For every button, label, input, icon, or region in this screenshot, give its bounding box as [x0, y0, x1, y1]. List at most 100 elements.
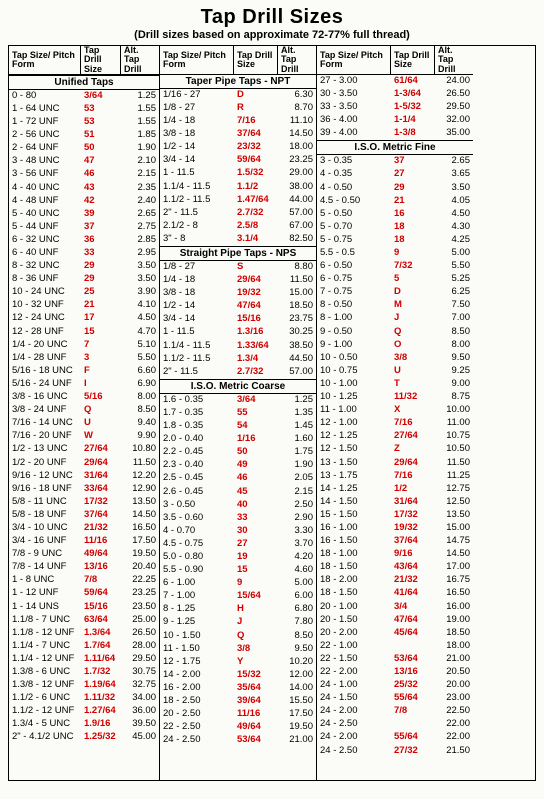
- cell-alt-drill: 9.00: [435, 378, 473, 391]
- cell-alt-drill: 7.80: [278, 617, 316, 630]
- cell-alt-drill: 20.00: [435, 679, 473, 692]
- cell-tap-drill: 33/64: [81, 483, 121, 496]
- cell-alt-drill: 11.50: [121, 457, 159, 470]
- cell-tap-size: 1 - 72 UNF: [9, 116, 81, 129]
- cell-tap-size: 8 - 1.25: [160, 603, 234, 616]
- cell-tap-size: 3" - 8: [160, 233, 234, 246]
- table-row: 20 - 1.5047/6419.00: [317, 614, 473, 627]
- cell-tap-drill: 39/64: [234, 695, 278, 708]
- cell-alt-drill: 30.75: [121, 666, 159, 679]
- table-row: 10 - 0.503/89.50: [317, 352, 473, 365]
- cell-tap-drill: 27/32: [391, 745, 435, 758]
- cell-tap-size: 3/4 - 10 UNC: [9, 522, 81, 535]
- cell-tap-size: 5 - 40 UNC: [9, 208, 81, 221]
- cell-tap-drill: 1.1/2: [234, 181, 278, 194]
- cell-alt-drill: 16.00: [435, 601, 473, 614]
- cell-tap-size: 24 - 2.00: [317, 705, 391, 718]
- cell-tap-size: 3 - 48 UNC: [9, 155, 81, 168]
- cell-alt-drill: 23.75: [278, 314, 316, 327]
- cell-tap-size: 2.0 - 0.40: [160, 433, 234, 446]
- cell-tap-drill: J: [234, 617, 278, 630]
- cell-alt-drill: 3.50: [121, 260, 159, 273]
- cell-tap-size: 2.6 - 0.45: [160, 486, 234, 499]
- cell-tap-drill: 15: [81, 326, 121, 339]
- cell-tap-drill: 25: [81, 286, 121, 299]
- cell-alt-drill: 24.00: [435, 75, 473, 88]
- cell-tap-drill: 19/32: [391, 522, 435, 535]
- table-row: 1/4 - 28 UNF35.50: [9, 352, 159, 365]
- table-row: 3/4 - 1459/6423.25: [160, 154, 316, 167]
- cell-tap-size: 24 - 2.50: [317, 745, 391, 758]
- cell-tap-drill: 45: [234, 486, 278, 499]
- cell-alt-drill: 8.70: [278, 102, 316, 115]
- cell-alt-drill: 14.00: [278, 682, 316, 695]
- cell-tap-size: 1/4 - 18: [160, 274, 234, 287]
- cell-alt-drill: 21.50: [435, 745, 473, 758]
- cell-tap-size: 3 - 0.35: [317, 155, 391, 168]
- cell-tap-drill: 53: [81, 103, 121, 116]
- cell-alt-drill: 12.50: [435, 496, 473, 509]
- cell-alt-drill: 18.00: [278, 141, 316, 154]
- cell-alt-drill: 5.50: [435, 260, 473, 273]
- cell-tap-drill: 5: [391, 273, 435, 286]
- cell-alt-drill: 44.00: [278, 194, 316, 207]
- cell-alt-drill: 4.30: [435, 221, 473, 234]
- cell-alt-drill: 32.75: [121, 679, 159, 692]
- cell-tap-size: 5 - 0.50: [317, 208, 391, 221]
- cell-alt-drill: 2.10: [121, 155, 159, 168]
- cell-tap-size: 3 - 56 UNF: [9, 169, 81, 182]
- table-row: 3/4 - 16 UNF11/1617.50: [9, 535, 159, 548]
- cell-tap-drill: 27/64: [391, 430, 435, 443]
- cell-tap-drill: 59/64: [81, 588, 121, 601]
- cell-alt-drill: 30.25: [278, 327, 316, 340]
- table-row: 9 - 0.50Q8.50: [317, 326, 473, 339]
- cell-alt-drill: 39.50: [121, 719, 159, 732]
- table-row: 5/16 - 18 UNCF6.60: [9, 365, 159, 378]
- table-row: 16 - 2.0035/6414.00: [160, 682, 316, 695]
- cell-tap-drill: 53: [81, 116, 121, 129]
- table-row: 1/16 - 27D6.30: [160, 89, 316, 102]
- table-row: 5/8 - 11 UNC17/3213.50: [9, 496, 159, 509]
- cell-tap-drill: 37: [391, 155, 435, 168]
- cell-tap-drill: Y: [234, 656, 278, 669]
- rows-npt: 1/16 - 27D6.301/8 - 27R8.701/4 - 187/161…: [160, 89, 316, 246]
- table-row: 1.1/2 - 11.51.3/444.50: [160, 353, 316, 366]
- cell-tap-drill: 15/32: [234, 669, 278, 682]
- cell-tap-size: 16 - 2.00: [160, 682, 234, 695]
- table-row: 3/8 - 24 UNFQ8.50: [9, 404, 159, 417]
- cell-alt-drill: 3.90: [121, 286, 159, 299]
- cell-tap-drill: 30: [234, 525, 278, 538]
- table-row: 12 - 1.007/1611.00: [317, 417, 473, 430]
- cell-alt-drill: 29.50: [121, 653, 159, 666]
- cell-tap-drill: 13/16: [391, 666, 435, 679]
- cell-tap-drill: 31/64: [81, 470, 121, 483]
- cell-tap-size: 6 - 0.50: [317, 260, 391, 273]
- cell-alt-drill: 20.40: [121, 561, 159, 574]
- table-row: 14 - 2.0015/3212.00: [160, 669, 316, 682]
- cell-alt-drill: 14.50: [278, 128, 316, 141]
- table-row: 7/16 - 14 UNCU9.40: [9, 417, 159, 430]
- cell-tap-size: 18 - 1.50: [317, 561, 391, 574]
- cell-alt-drill: 6.30: [278, 89, 316, 102]
- cell-tap-size: 5 - 0.75: [317, 234, 391, 247]
- cell-tap-drill: F: [81, 365, 121, 378]
- cell-alt-drill: 17.50: [121, 535, 159, 548]
- cell-alt-drill: 18.00: [435, 640, 473, 653]
- cell-alt-drill: 10.50: [435, 444, 473, 457]
- cell-alt-drill: 12.20: [121, 470, 159, 483]
- cell-tap-drill: 1.25/32: [81, 732, 121, 745]
- cell-tap-drill: D: [234, 89, 278, 102]
- table-row: 5.5 - 0.595.00: [317, 247, 473, 260]
- table-row: 2 - 64 UNF501.90: [9, 142, 159, 155]
- cell-alt-drill: 13.50: [121, 496, 159, 509]
- cell-tap-size: 7/8 - 14 UNF: [9, 561, 81, 574]
- cell-tap-drill: 9: [391, 247, 435, 260]
- cell-alt-drill: 12.90: [121, 483, 159, 496]
- cell-tap-drill: 3/8: [391, 352, 435, 365]
- table-row: 2" - 11.52.7/3257.00: [160, 366, 316, 379]
- cell-alt-drill: 6.80: [278, 603, 316, 616]
- table-row: 1.1/2 - 12 UNF1.27/6436.00: [9, 705, 159, 718]
- cell-alt-drill: 3.50: [121, 273, 159, 286]
- cell-tap-drill: 37/64: [234, 128, 278, 141]
- cell-tap-size: 22 - 1.50: [317, 653, 391, 666]
